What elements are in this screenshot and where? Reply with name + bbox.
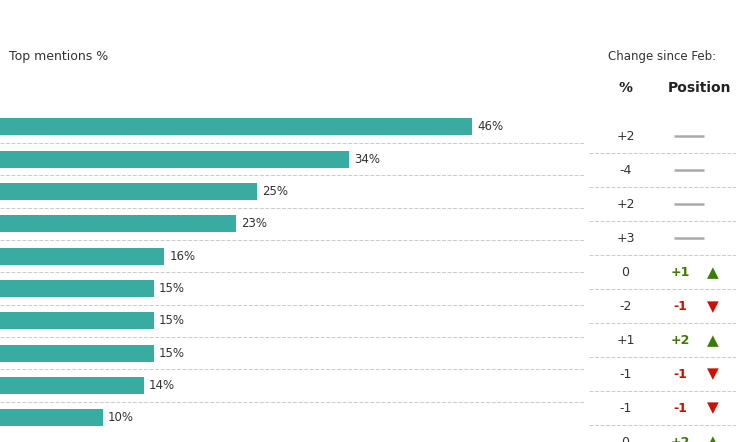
Text: -1: -1 — [673, 368, 687, 381]
Text: -1: -1 — [673, 401, 687, 415]
Text: ▲: ▲ — [707, 333, 718, 348]
Text: -4: -4 — [620, 164, 631, 177]
Bar — [0, 280, 154, 297]
Text: 34%: 34% — [354, 152, 381, 166]
Text: -1: -1 — [673, 300, 687, 313]
Bar — [0, 312, 154, 329]
Bar — [0, 345, 154, 362]
Text: +1: +1 — [670, 266, 690, 279]
Text: +3: +3 — [616, 232, 635, 245]
Text: 25%: 25% — [262, 185, 288, 198]
Text: 0: 0 — [622, 266, 629, 279]
Text: ▲: ▲ — [707, 265, 718, 280]
Text: 15%: 15% — [159, 282, 185, 295]
Bar — [0, 248, 164, 264]
Text: ▼: ▼ — [707, 299, 718, 314]
Text: ▼: ▼ — [707, 366, 718, 381]
Text: -1: -1 — [620, 368, 631, 381]
Text: 10%: 10% — [107, 411, 134, 424]
Text: Top mentions %: Top mentions % — [9, 50, 108, 63]
Text: +1: +1 — [616, 334, 635, 347]
Text: +2: +2 — [670, 334, 690, 347]
Text: -1: -1 — [620, 401, 631, 415]
Bar — [0, 215, 236, 232]
Text: ▼: ▼ — [707, 400, 718, 415]
Text: +2: +2 — [670, 435, 690, 442]
Text: 15%: 15% — [159, 314, 185, 327]
Text: 14%: 14% — [149, 379, 175, 392]
Bar — [0, 118, 473, 135]
Text: +2: +2 — [616, 198, 635, 211]
Text: ▲: ▲ — [707, 434, 718, 442]
Bar — [0, 377, 144, 394]
Bar — [0, 183, 257, 200]
Bar — [0, 151, 349, 168]
Text: -2: -2 — [620, 300, 631, 313]
Text: 0: 0 — [622, 435, 629, 442]
Text: 15%: 15% — [159, 347, 185, 360]
Text: 16%: 16% — [169, 250, 196, 263]
Text: 46%: 46% — [478, 120, 503, 133]
Text: +2: +2 — [616, 130, 635, 143]
Bar — [0, 409, 102, 426]
Text: What do you see as the most/other important issues facing Britain today?: What do you see as the most/other import… — [9, 14, 622, 28]
Text: %: % — [618, 81, 633, 95]
Text: Change since Feb:: Change since Feb: — [609, 50, 716, 63]
Text: Position: Position — [668, 81, 731, 95]
Text: 23%: 23% — [241, 217, 267, 230]
